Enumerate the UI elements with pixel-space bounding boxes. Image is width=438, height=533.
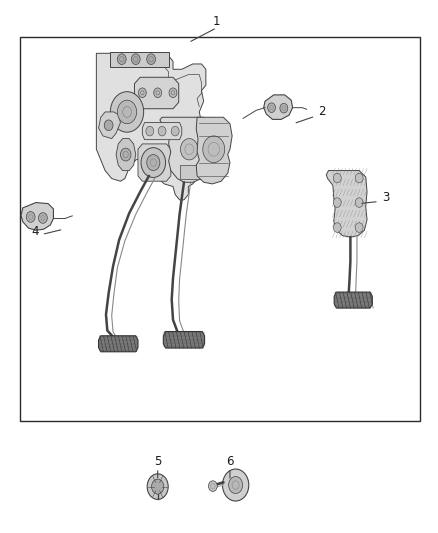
Circle shape [203,136,225,163]
Circle shape [26,212,35,222]
Circle shape [180,139,198,160]
Circle shape [154,88,162,98]
Polygon shape [326,171,367,237]
Circle shape [138,88,146,98]
Circle shape [104,120,113,131]
Circle shape [333,173,341,183]
Polygon shape [196,117,232,184]
Circle shape [117,54,126,64]
Circle shape [355,198,363,207]
Circle shape [355,173,363,183]
Circle shape [268,103,276,112]
Polygon shape [134,77,179,109]
Bar [110,52,169,67]
Circle shape [117,100,137,124]
Text: 1: 1 [213,15,221,28]
Polygon shape [99,112,120,139]
Circle shape [158,126,166,136]
Polygon shape [138,144,171,181]
Polygon shape [96,53,208,200]
Polygon shape [21,203,53,230]
Circle shape [333,198,341,207]
Polygon shape [99,336,138,352]
Polygon shape [163,332,205,348]
Circle shape [223,469,249,501]
Circle shape [171,126,179,136]
Text: 6: 6 [226,455,234,467]
Polygon shape [264,95,293,119]
Circle shape [333,223,341,232]
Circle shape [120,148,131,161]
Circle shape [355,223,363,232]
Text: 3: 3 [382,191,389,204]
Text: 5: 5 [154,455,161,467]
Text: 4: 4 [31,225,39,238]
Circle shape [208,481,217,491]
Bar [20,37,420,421]
Circle shape [280,103,288,113]
Circle shape [147,474,168,499]
Circle shape [110,92,144,132]
Circle shape [141,148,166,177]
Polygon shape [334,292,372,308]
Circle shape [146,126,154,136]
Circle shape [147,54,155,64]
Text: 2: 2 [318,106,326,118]
Bar [180,165,201,179]
Circle shape [152,479,164,494]
Polygon shape [116,139,136,171]
Circle shape [39,213,47,223]
Circle shape [169,88,177,98]
Circle shape [131,54,140,64]
Circle shape [229,477,243,494]
Circle shape [147,155,160,171]
Polygon shape [160,117,210,182]
Polygon shape [142,123,182,140]
